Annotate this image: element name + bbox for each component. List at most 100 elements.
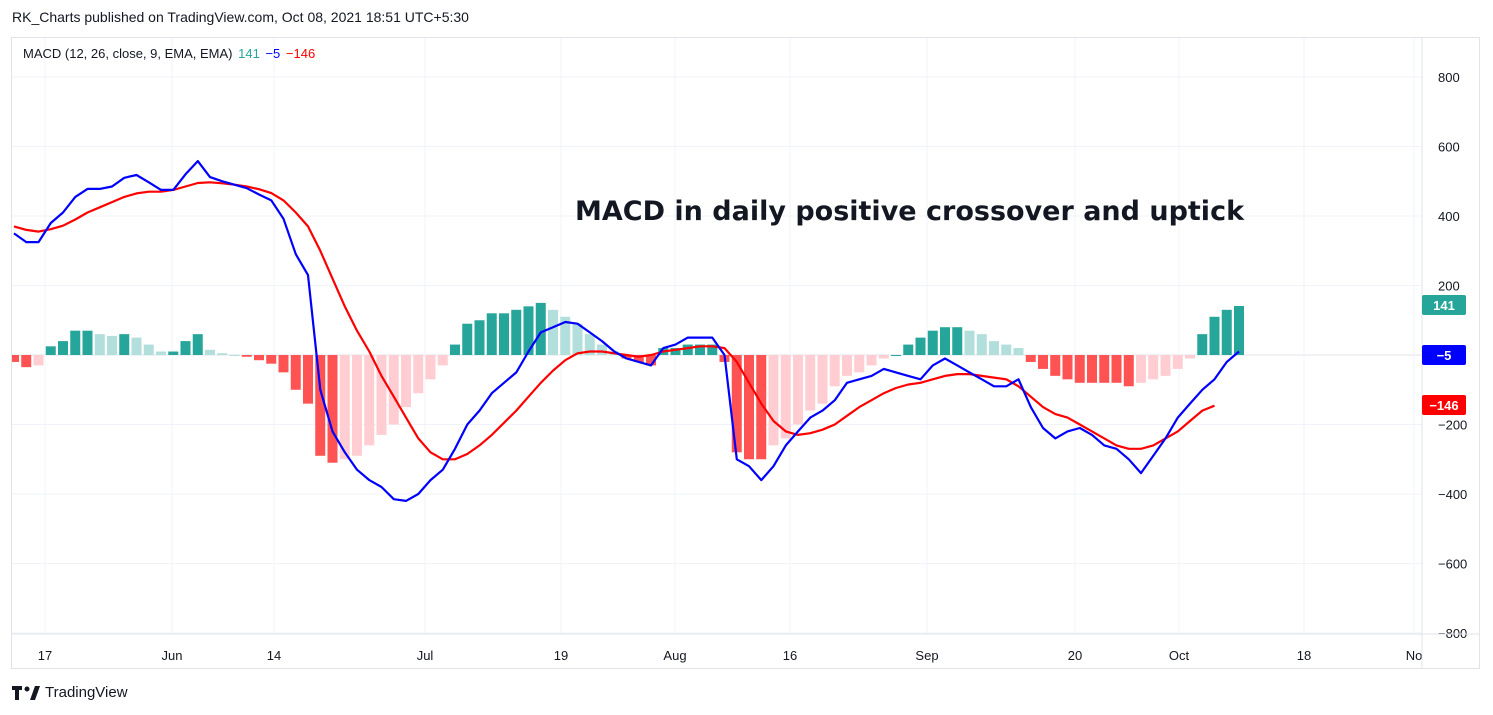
histogram-bar (474, 320, 485, 355)
signal-line (13, 181, 1215, 461)
histogram-bar (82, 330, 93, 355)
histogram-bar (364, 355, 375, 446)
histogram-bar (535, 302, 546, 355)
histogram-bar (915, 337, 926, 355)
histogram-bar (707, 344, 718, 355)
histogram-bar (891, 355, 901, 356)
y-tick-label: 400 (1438, 209, 1460, 224)
histogram-bar (168, 351, 179, 355)
histogram-bar (964, 330, 975, 355)
x-tick-label: 20 (1068, 648, 1082, 663)
histogram-bar (1087, 355, 1097, 383)
histogram-bar (952, 327, 963, 355)
histogram-bar (633, 355, 644, 362)
histogram-bar (254, 355, 264, 361)
histogram-bar (695, 344, 705, 355)
tradingview-logo-icon (12, 685, 40, 700)
histogram-bar (229, 355, 240, 356)
histogram-bar (927, 330, 938, 355)
histogram-bar (1050, 355, 1061, 376)
histogram-bar (425, 355, 436, 380)
x-tick-label: 18 (1297, 648, 1311, 663)
x-tick-label: Jul (417, 648, 434, 663)
legend-signal-value: −146 (285, 46, 316, 61)
y-tick-label: 800 (1438, 70, 1460, 85)
histogram-bar (58, 341, 68, 355)
histogram-bar (217, 353, 228, 355)
histogram-bar (548, 309, 558, 355)
histogram-bar (1172, 355, 1183, 369)
histogram-bar (805, 355, 816, 411)
y-tick-label: −600 (1438, 557, 1467, 572)
histogram-bar (1160, 355, 1171, 376)
y-tick-label: 200 (1438, 279, 1460, 294)
histogram-bar (989, 341, 999, 355)
indicator-legend[interactable]: MACD (12, 26, close, 9, EMA, EMA) 141 −5… (23, 46, 317, 61)
histogram-bar (878, 355, 889, 359)
histogram-bar (1209, 316, 1220, 355)
histogram-bar (1001, 344, 1012, 355)
histogram-bar (205, 349, 215, 355)
x-tick-label: 19 (554, 648, 568, 663)
histogram-bar (1074, 355, 1085, 383)
histogram-bar (462, 323, 473, 355)
histogram-bar (1148, 355, 1159, 380)
histogram-bar (1099, 355, 1110, 383)
signal-price-tag: −146 (1422, 395, 1466, 415)
histogram-bar (793, 355, 803, 425)
histogram-bar (731, 355, 742, 453)
histogram-bar (278, 355, 289, 373)
histogram-bar (450, 344, 460, 355)
histogram-bar (70, 330, 81, 355)
y-tick-label: −200 (1438, 418, 1467, 433)
histogram-bar (376, 355, 387, 435)
histogram-bar (1025, 355, 1036, 362)
x-tick-label: 17 (38, 648, 52, 663)
x-tick-label: Oct (1169, 648, 1190, 663)
histogram-bar (854, 355, 865, 373)
histogram-bar (682, 344, 693, 355)
chart-pane[interactable]: 800 600 400 200 −200 −400 −600 −800 17 Jun 14 Jul 19… (11, 37, 1480, 669)
publisher-header: RK_Charts published on TradingView.com, … (12, 9, 469, 25)
histogram-bar (1038, 355, 1048, 369)
histogram-bar (339, 355, 350, 460)
histogram-bar (266, 355, 277, 364)
histogram-bar (437, 355, 448, 366)
histogram-bar (241, 355, 252, 357)
footer-brand: TradingView (45, 684, 128, 701)
histogram-bar (768, 355, 779, 446)
histogram-bar (1197, 334, 1208, 355)
x-tick-label: Sep (915, 648, 938, 663)
histogram-bar (486, 313, 497, 355)
y-tick-label: −400 (1438, 487, 1467, 502)
histogram-bar (143, 344, 154, 355)
histogram-bar (156, 351, 166, 355)
histogram-bar (1111, 355, 1122, 383)
histogram-bar (1013, 348, 1024, 355)
histogram-bar (1136, 355, 1146, 383)
footer[interactable]: TradingView (12, 684, 128, 701)
histogram-bar (842, 355, 852, 376)
histogram-bar (584, 334, 595, 355)
x-tick-label: Aug (663, 648, 686, 663)
histogram-bar (866, 355, 877, 366)
histogram-bar (303, 355, 313, 404)
histogram-bar (597, 344, 607, 355)
histogram-bar (1123, 355, 1134, 387)
histogram-bar (976, 334, 987, 355)
histogram-bar (572, 323, 583, 355)
histogram-bar (560, 316, 571, 355)
legend-macd-value: −5 (265, 46, 281, 61)
y-tick-label: 600 (1438, 140, 1460, 155)
histogram-bar (744, 355, 754, 460)
x-tick-label: 16 (783, 648, 797, 663)
histogram-bar (180, 341, 191, 355)
histogram-bar (780, 355, 791, 439)
histogram-bar (107, 335, 117, 355)
x-tick-label: Jun (162, 648, 183, 663)
histogram-bar (352, 355, 362, 456)
histogram-bar (192, 334, 203, 355)
histogram-bar (327, 355, 338, 463)
histogram-bar (670, 348, 681, 355)
